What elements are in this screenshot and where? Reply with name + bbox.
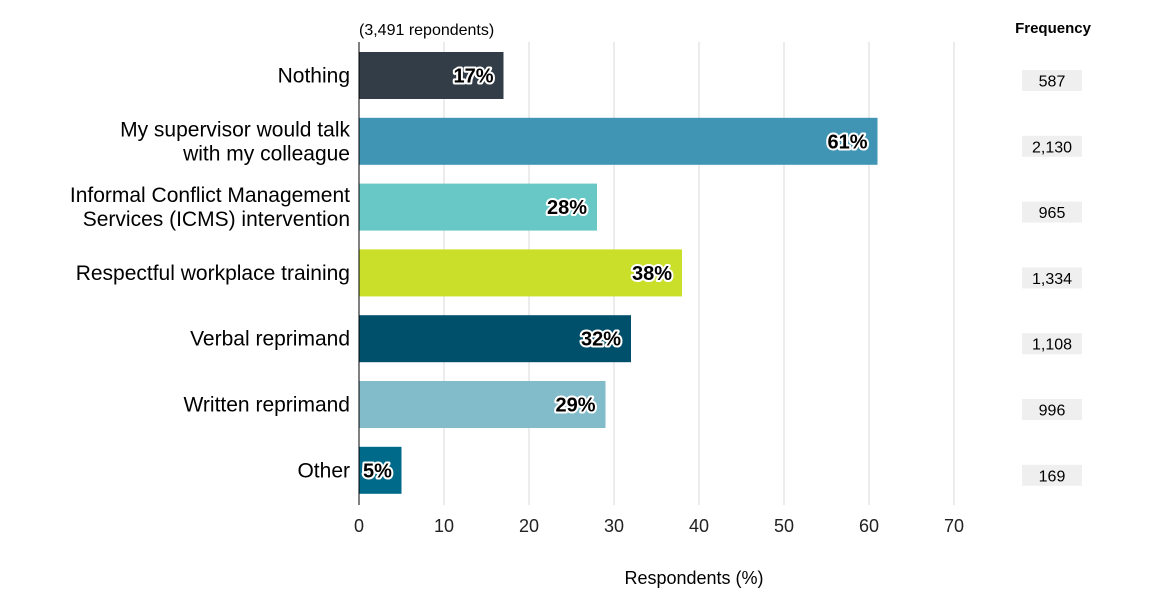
frequency-box	[1022, 135, 1082, 157]
x-tick-label: 50	[774, 516, 794, 536]
frequency-box	[1022, 464, 1082, 486]
category-label: Verbal reprimand	[190, 328, 350, 351]
data-label: 32%	[581, 329, 621, 351]
bar	[359, 249, 682, 297]
category-label: with my colleague	[182, 142, 350, 165]
bar	[359, 52, 504, 99]
data-label: 29%	[555, 395, 595, 417]
x-axis-title: Respondents (%)	[624, 568, 763, 588]
category-label: My supervisor would talk	[120, 118, 350, 141]
frequency-value: 996	[1039, 403, 1066, 420]
respondents-note: (3,491 repondents)	[359, 22, 494, 39]
bar	[359, 446, 402, 494]
x-tick-label: 30	[604, 516, 624, 536]
x-tick-label: 70	[944, 516, 964, 536]
bar	[359, 117, 878, 165]
frequency-value: 1,334	[1032, 271, 1072, 288]
category-label: Written reprimand	[183, 394, 350, 417]
frequency-value: 1,108	[1032, 337, 1072, 354]
data-label: 61%	[827, 131, 867, 153]
frequency-box	[1022, 70, 1082, 91]
frequency-box	[1022, 201, 1082, 223]
data-label: 38%	[632, 263, 672, 285]
frequency-value: 169	[1039, 468, 1066, 485]
category-label: Respectful workplace training	[76, 262, 350, 285]
category-label: Services (ICMS) intervention	[83, 208, 350, 231]
category-label: Other	[297, 459, 350, 482]
data-label: 5%	[363, 460, 392, 482]
category-label: Nothing	[278, 65, 350, 88]
data-label: 28%	[547, 197, 587, 219]
data-label: 17%	[453, 66, 493, 88]
x-tick-label: 20	[519, 516, 539, 536]
frequency-value: 587	[1039, 74, 1066, 91]
bar	[359, 381, 606, 428]
frequency-box	[1022, 399, 1082, 420]
x-tick-label: 0	[354, 516, 364, 536]
bar	[359, 183, 597, 231]
x-tick-label: 60	[859, 516, 879, 536]
x-tick-label: 10	[434, 516, 454, 536]
x-tick-label: 40	[689, 516, 709, 536]
category-label: Informal Conflict Management	[70, 184, 350, 207]
bar	[359, 315, 631, 363]
frequency-value: 2,130	[1032, 139, 1072, 156]
frequency-value: 965	[1039, 205, 1066, 222]
frequency-header: Frequency	[1015, 20, 1092, 37]
frequency-box	[1022, 333, 1082, 355]
frequency-box	[1022, 267, 1082, 289]
